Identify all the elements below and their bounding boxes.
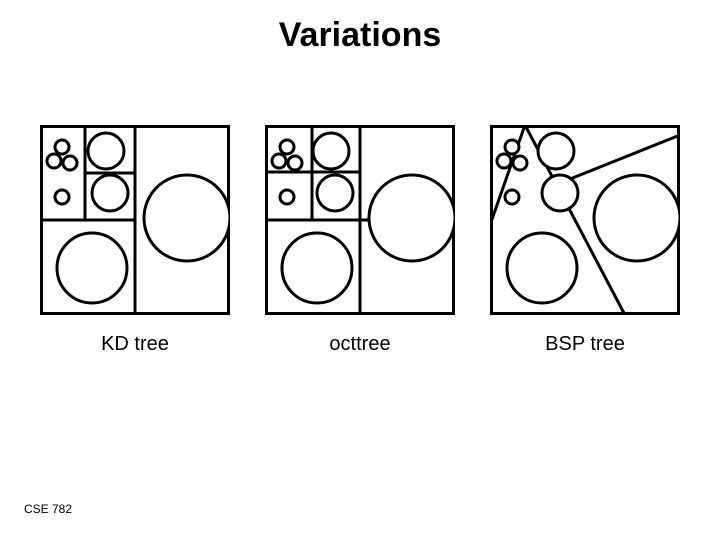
object-circle <box>505 190 519 204</box>
object-circle <box>144 175 230 261</box>
panel-1: octtree <box>265 125 455 356</box>
object-circle <box>513 156 527 170</box>
footer-course-code: CSE 782 <box>24 502 72 516</box>
object-circle <box>272 154 286 168</box>
panel-0: KD tree <box>40 125 230 356</box>
object-circle <box>317 175 353 211</box>
object-circle <box>542 175 578 211</box>
object-circle <box>57 233 127 303</box>
object-circle <box>282 233 352 303</box>
object-circle <box>55 190 69 204</box>
panel-caption: BSP tree <box>545 333 625 356</box>
object-circle <box>313 133 349 169</box>
object-circle <box>505 140 519 154</box>
diagram-2 <box>490 125 680 315</box>
object-circle <box>538 133 574 169</box>
object-circle <box>63 156 77 170</box>
panel-2: BSP tree <box>490 125 680 356</box>
object-circle <box>280 190 294 204</box>
object-circle <box>507 233 577 303</box>
panel-caption: octtree <box>329 333 390 356</box>
object-circle <box>594 175 680 261</box>
object-circle <box>497 154 511 168</box>
object-circle <box>47 154 61 168</box>
panels-row: KD tree octtree BSP tree <box>0 125 720 356</box>
object-circle <box>280 140 294 154</box>
diagram-1 <box>265 125 455 315</box>
panel-caption: KD tree <box>101 333 169 356</box>
object-circle <box>369 175 455 261</box>
object-circle <box>92 175 128 211</box>
diagram-0 <box>40 125 230 315</box>
object-circle <box>88 133 124 169</box>
object-circle <box>55 140 69 154</box>
page-title: Variations <box>0 16 720 55</box>
object-circle <box>288 156 302 170</box>
